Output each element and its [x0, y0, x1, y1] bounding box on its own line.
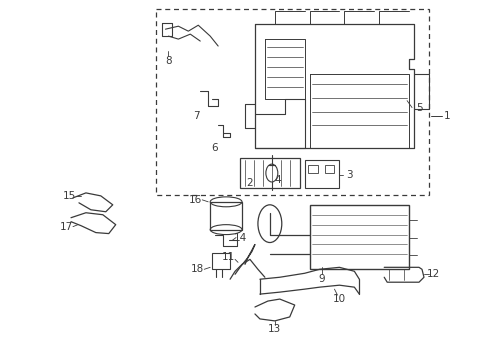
Text: 13: 13 — [268, 324, 281, 334]
Text: 9: 9 — [318, 274, 325, 284]
Text: 10: 10 — [333, 294, 346, 304]
Text: 14: 14 — [233, 233, 246, 243]
Text: 11: 11 — [221, 252, 235, 262]
Bar — [212, 253, 230, 269]
Text: 17: 17 — [59, 222, 73, 231]
Bar — [155, 9, 429, 195]
Text: 7: 7 — [193, 111, 199, 121]
Bar — [310, 205, 409, 269]
Text: 5: 5 — [416, 103, 422, 113]
Text: 16: 16 — [189, 195, 202, 205]
Text: 6: 6 — [211, 143, 218, 153]
Text: 4: 4 — [274, 175, 281, 185]
Text: 18: 18 — [191, 264, 204, 274]
Text: 12: 12 — [427, 269, 441, 279]
Bar — [324, 165, 335, 173]
Text: 1: 1 — [443, 111, 450, 121]
Text: 15: 15 — [62, 191, 75, 201]
Text: 8: 8 — [165, 56, 172, 66]
Bar — [240, 158, 300, 188]
Bar — [305, 160, 340, 188]
Bar — [308, 165, 318, 173]
Text: 3: 3 — [346, 170, 353, 180]
Bar — [210, 202, 242, 230]
Text: 2: 2 — [246, 178, 253, 188]
